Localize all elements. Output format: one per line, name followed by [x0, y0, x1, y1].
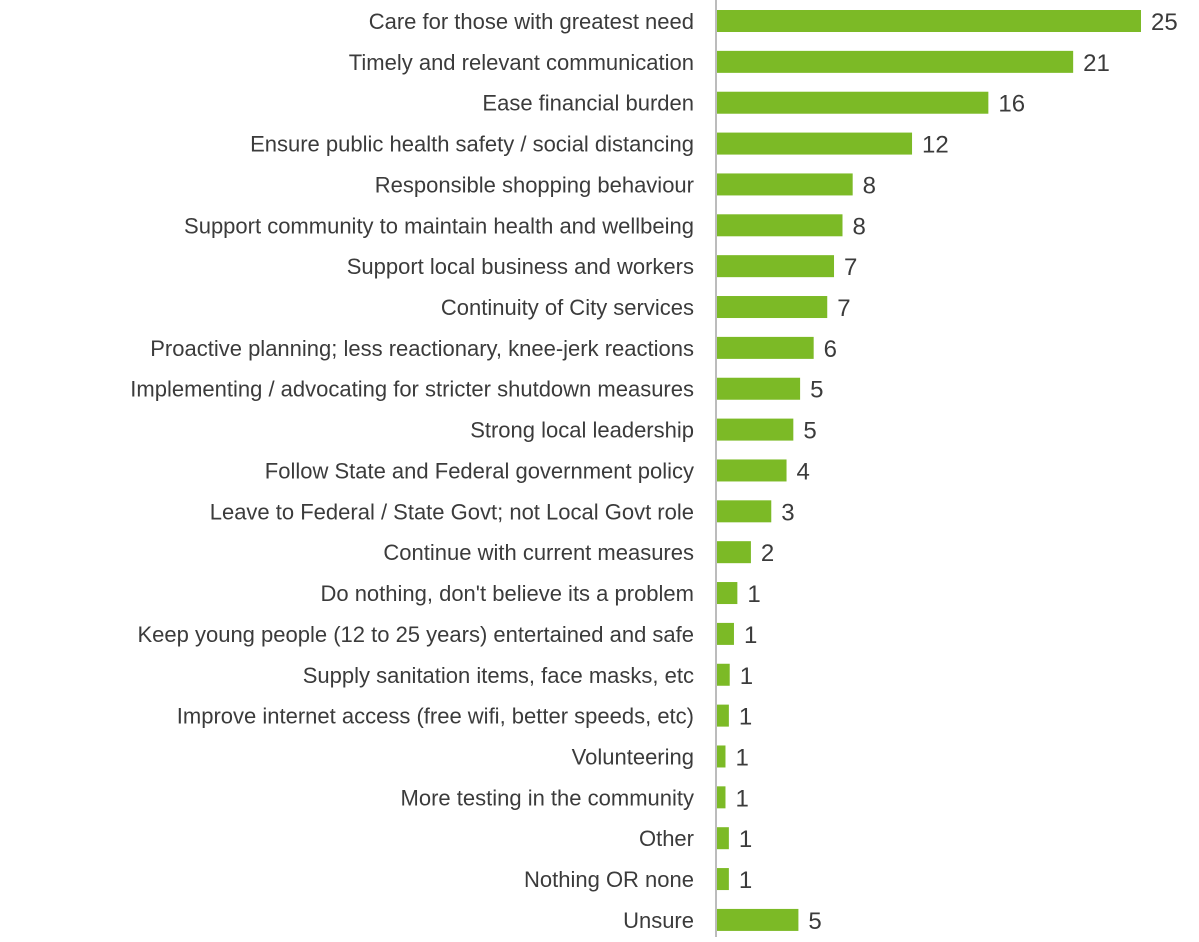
- value-label: 2: [761, 540, 774, 567]
- value-label: 25: [1151, 9, 1178, 36]
- category-label: Responsible shopping behaviour: [375, 172, 694, 197]
- value-label: 7: [837, 295, 850, 322]
- bar: [717, 377, 801, 400]
- value-label: 8: [853, 213, 866, 240]
- category-label: Other: [639, 826, 694, 851]
- bar: [717, 704, 729, 727]
- value-label: 16: [998, 91, 1025, 118]
- bar: [717, 908, 799, 931]
- category-label: Continue with current measures: [383, 540, 694, 565]
- bar: [717, 255, 835, 278]
- bar: [717, 173, 853, 196]
- value-label: 8: [863, 172, 876, 199]
- category-label: Unsure: [623, 908, 694, 933]
- category-label: Follow State and Federal government poli…: [265, 458, 694, 483]
- bar: [717, 786, 726, 809]
- bar: [717, 582, 738, 605]
- category-label: Care for those with greatest need: [369, 9, 694, 34]
- bar: [717, 745, 726, 768]
- bar: [717, 622, 734, 645]
- bar: [717, 500, 772, 523]
- value-label: 1: [744, 622, 757, 649]
- category-label: Strong local leadership: [470, 418, 694, 443]
- bar: [717, 868, 729, 891]
- bar: [717, 663, 730, 686]
- value-label: 6: [824, 336, 837, 363]
- value-label: 12: [922, 132, 949, 159]
- bar: [717, 50, 1074, 73]
- category-label: Leave to Federal / State Govt; not Local…: [210, 499, 694, 524]
- bar: [717, 296, 828, 319]
- category-label: Proactive planning; less reactionary, kn…: [150, 336, 694, 361]
- bar: [717, 541, 751, 564]
- category-label: Supply sanitation items, face masks, etc: [303, 663, 694, 688]
- category-label: More testing in the community: [401, 785, 694, 810]
- value-label: 1: [747, 581, 760, 608]
- value-label: 21: [1083, 50, 1110, 77]
- category-labels: Care for those with greatest need Timely …: [130, 9, 694, 933]
- value-label: 1: [739, 867, 752, 894]
- value-label: 1: [735, 744, 748, 771]
- category-label: Support local business and workers: [347, 254, 694, 279]
- category-label: Timely and relevant communication: [349, 50, 694, 75]
- value-label: 3: [781, 499, 794, 526]
- bars: [717, 10, 1141, 931]
- category-label: Nothing OR none: [524, 867, 694, 892]
- category-label: Ease financial burden: [482, 91, 694, 116]
- value-label: 1: [735, 785, 748, 812]
- value-label: 1: [739, 704, 752, 731]
- category-label: Implementing / advocating for stricter s…: [130, 377, 694, 402]
- bar: [717, 459, 787, 482]
- value-label: 5: [810, 377, 823, 404]
- category-label: Support community to maintain health and…: [184, 213, 694, 238]
- category-label: Volunteering: [572, 744, 694, 769]
- value-label: 5: [808, 908, 821, 935]
- category-label: Improve internet access (free wifi, bett…: [177, 704, 694, 729]
- bar: [717, 91, 989, 114]
- value-label: 7: [844, 254, 857, 281]
- value-label: 4: [797, 458, 810, 485]
- value-label: 1: [740, 663, 753, 690]
- bar: [717, 336, 814, 359]
- bar: [717, 418, 794, 441]
- bar: [717, 132, 913, 155]
- value-label: 1: [739, 826, 752, 853]
- category-label: Do nothing, don't believe its a problem: [320, 581, 694, 606]
- category-label: Continuity of City services: [441, 295, 694, 320]
- bar: [717, 10, 1141, 32]
- value-label: 5: [803, 418, 816, 445]
- category-label: Keep young people (12 to 25 years) enter…: [137, 622, 694, 647]
- bar: [717, 214, 843, 237]
- bar: [717, 827, 729, 850]
- category-label: Ensure public health safety / social dis…: [250, 132, 694, 157]
